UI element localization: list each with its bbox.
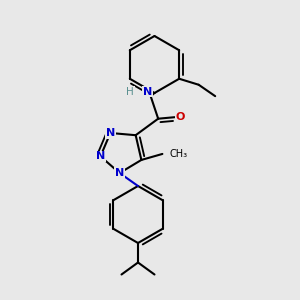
Text: CH₃: CH₃ — [170, 149, 188, 159]
Text: N: N — [143, 87, 152, 97]
Text: N: N — [106, 128, 115, 138]
Text: N: N — [115, 168, 124, 178]
Text: N: N — [96, 152, 105, 161]
Text: H: H — [126, 87, 134, 97]
Text: O: O — [176, 112, 185, 122]
